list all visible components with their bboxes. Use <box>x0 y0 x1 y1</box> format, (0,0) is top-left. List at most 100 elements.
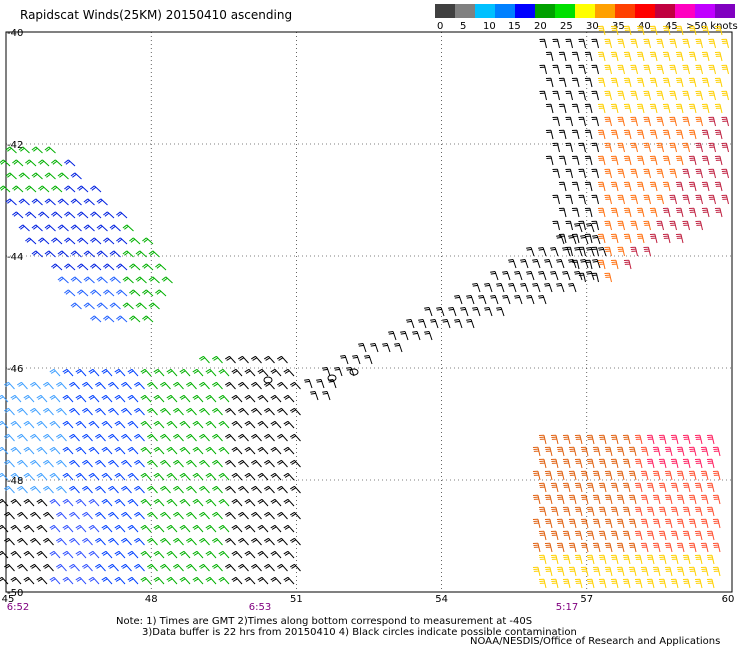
wind-barb <box>57 276 69 284</box>
wind-barb <box>634 506 643 517</box>
wind-barb <box>646 458 655 469</box>
wind-barb <box>237 433 249 442</box>
wind-barb <box>544 494 553 505</box>
legend-label-10: 10 <box>483 21 496 32</box>
wind-barb <box>18 146 30 154</box>
wind-barb <box>664 446 673 457</box>
wind-barb <box>257 368 269 377</box>
wind-barb <box>388 330 397 341</box>
wind-barb <box>634 578 643 589</box>
wind-barb <box>568 470 577 481</box>
wind-barb <box>597 51 606 62</box>
wind-barb <box>630 64 638 75</box>
wind-barb <box>77 185 89 193</box>
wind-barb <box>623 25 632 36</box>
wind-barb <box>62 368 74 377</box>
wind-barb <box>276 433 288 442</box>
wind-barb <box>10 498 22 507</box>
wind-barb <box>604 246 612 257</box>
wind-barb <box>598 554 607 565</box>
wind-barb <box>129 315 141 323</box>
wind-barb <box>574 246 583 257</box>
wind-barb <box>623 129 632 140</box>
wind-barb <box>558 77 567 88</box>
wind-barb <box>552 64 560 75</box>
wind-barb <box>0 446 9 455</box>
wind-barb <box>574 506 583 517</box>
legend-swatch <box>635 4 655 18</box>
wind-barb <box>643 194 651 205</box>
wind-barb <box>276 537 288 546</box>
wind-barb <box>656 168 664 179</box>
wind-barb <box>669 220 677 231</box>
wind-barb <box>664 470 673 481</box>
wind-barb <box>544 542 553 553</box>
wind-barb <box>127 524 139 533</box>
wind-barb <box>283 368 295 377</box>
wind-barb <box>670 578 679 589</box>
wind-barb <box>610 578 619 589</box>
wind-barb <box>231 472 243 481</box>
wind-barb <box>580 494 589 505</box>
wind-barb <box>276 511 288 520</box>
wind-barb <box>550 434 559 445</box>
wind-barb <box>694 554 703 565</box>
wind-barb <box>64 211 76 219</box>
wind-barb <box>127 368 139 377</box>
wind-barb <box>701 51 710 62</box>
legend-label-50: >50 knots <box>686 21 738 32</box>
wind-barb <box>68 459 80 468</box>
legend-label-40: 40 <box>638 21 651 32</box>
wind-barb <box>552 168 560 179</box>
wind-barb <box>146 485 158 494</box>
wind-barb <box>153 498 165 507</box>
wind-barb <box>218 472 230 481</box>
wind-barb <box>64 159 76 167</box>
wind-barb <box>16 459 28 468</box>
wind-barb <box>682 530 691 541</box>
wind-barb <box>44 224 56 232</box>
wind-barb <box>224 563 236 572</box>
wind-barb <box>565 38 573 49</box>
wind-barb <box>532 494 541 505</box>
wind-barb <box>630 38 638 49</box>
wind-barb <box>688 494 697 505</box>
wind-barb <box>688 470 697 481</box>
wind-barb <box>701 181 710 192</box>
wind-barb <box>270 394 282 403</box>
wind-barb <box>622 530 631 541</box>
legend-swatch <box>475 4 495 18</box>
wind-barb <box>658 434 667 445</box>
wind-barb <box>211 433 223 442</box>
wind-barb <box>532 542 541 553</box>
wind-barb <box>3 563 15 572</box>
wind-barb <box>75 420 87 429</box>
wind-barb <box>116 289 128 297</box>
wind-barb <box>695 194 703 205</box>
wind-barb <box>192 550 204 559</box>
wind-barb <box>682 554 691 565</box>
wind-barb <box>42 433 54 442</box>
wind-barb <box>159 459 171 468</box>
wind-barb <box>62 420 74 429</box>
wind-barb <box>662 233 671 244</box>
wind-barb <box>244 498 256 507</box>
wind-barb <box>29 485 41 494</box>
wind-barb <box>604 168 612 179</box>
wind-barb <box>205 394 217 403</box>
wind-barb <box>568 282 577 293</box>
wind-barb <box>591 194 599 205</box>
wind-barb <box>166 394 178 403</box>
wind-barb <box>70 198 82 206</box>
wind-barb <box>64 289 76 297</box>
wind-barb <box>550 506 559 517</box>
wind-barb <box>562 578 571 589</box>
wind-barb <box>574 482 583 493</box>
wind-barb <box>109 276 121 284</box>
wind-barb <box>185 563 197 572</box>
wind-barb <box>591 246 599 257</box>
wind-barb <box>670 530 679 541</box>
wind-barb <box>640 446 649 457</box>
wind-barb <box>526 270 535 281</box>
